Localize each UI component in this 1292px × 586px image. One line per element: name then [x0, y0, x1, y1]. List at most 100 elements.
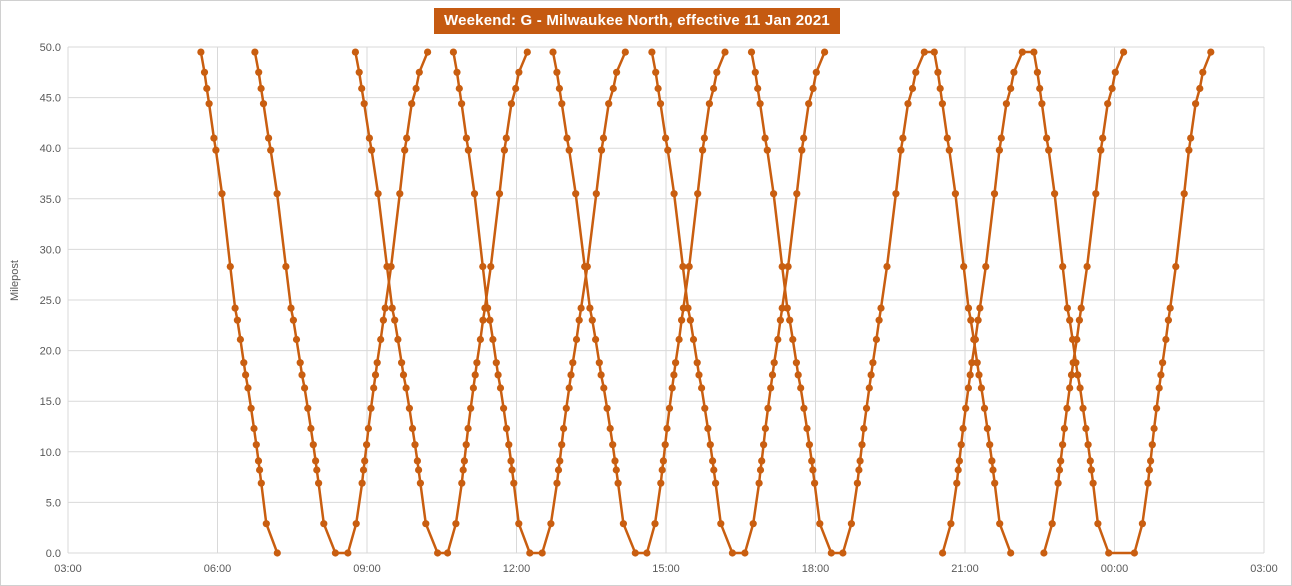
station-stop-dot [226, 263, 234, 271]
y-axis-tick-label: 45.0 [40, 93, 61, 105]
station-stop-dot [289, 316, 297, 324]
station-stop-dot [1144, 479, 1152, 487]
station-stop-dot [287, 304, 295, 312]
station-stop-dot [1054, 479, 1062, 487]
station-stop-dot [1130, 549, 1138, 557]
station-stop-dot [1063, 404, 1071, 412]
station-stop-dot [549, 48, 557, 56]
y-axis-tick-label: 0.0 [46, 548, 61, 560]
station-stop-dot [700, 134, 709, 142]
station-stop-dot [358, 84, 366, 93]
station-stop-dot [515, 520, 523, 528]
station-stop-dot [462, 134, 470, 142]
x-axis-tick-label: 09:00 [353, 563, 381, 575]
station-stop-dot [675, 335, 683, 344]
station-stop-dot [659, 457, 668, 465]
station-stop-dot [556, 457, 564, 465]
station-stop-dot [247, 404, 255, 412]
station-stop-dot [267, 146, 275, 154]
station-stop-dot [560, 424, 568, 433]
station-stop-dot [709, 457, 717, 465]
station-stop-dot [479, 316, 487, 324]
station-stop-dot [945, 146, 953, 154]
station-stop-dot [358, 479, 366, 487]
train-line-inbound-1 [199, 50, 279, 555]
station-stop-dot [200, 68, 209, 76]
station-stop-dot [464, 424, 472, 433]
station-stop-dot [391, 316, 399, 324]
station-stop-dot [1180, 190, 1188, 198]
station-stop-dot [298, 371, 306, 379]
station-stop-dot [510, 479, 518, 487]
station-stop-dot [1089, 479, 1097, 487]
x-axis-tick-label: 03:00 [54, 563, 82, 575]
station-stop-dot [756, 100, 764, 108]
station-stop-dot [778, 263, 786, 271]
station-stop-dot [763, 146, 771, 154]
station-stop-dot [577, 304, 585, 312]
station-stop-dot [856, 457, 864, 465]
station-stop-dot [259, 100, 268, 108]
station-stop-dot [1099, 134, 1107, 142]
station-stop-dot [434, 549, 442, 557]
station-stop-dot [502, 134, 510, 142]
station-stop-dot [360, 100, 368, 108]
station-stop-dot [575, 316, 583, 324]
station-stop-dot [600, 384, 608, 392]
station-stop-dot [500, 404, 508, 412]
station-stop-dot [415, 466, 423, 474]
station-stop-dot [307, 424, 315, 433]
station-stop-dot [459, 466, 467, 474]
station-stop-dot [699, 146, 707, 154]
station-stop-dot [614, 479, 622, 487]
station-stop-dot [489, 335, 497, 344]
station-stop-dot [595, 359, 603, 367]
station-stop-dot [508, 466, 516, 474]
station-stop-dot [811, 479, 819, 487]
station-stop-dot [920, 48, 928, 56]
station-stop-dot [603, 404, 611, 412]
station-stop-dot [943, 134, 951, 142]
station-stop-dot [355, 68, 363, 76]
station-stop-dot [455, 84, 463, 93]
station-stop-dot [839, 549, 847, 557]
y-axis-tick-label: 20.0 [40, 346, 61, 358]
station-stop-dot [967, 316, 975, 324]
station-stop-dot [710, 84, 718, 93]
x-axis-tick-label: 00:00 [1101, 563, 1129, 575]
station-stop-dot [1059, 263, 1067, 271]
station-stop-dot [784, 263, 792, 271]
station-stop-dot [374, 190, 382, 198]
station-stop-dot [413, 457, 421, 465]
station-stop-dot [320, 520, 328, 528]
station-stop-dot [405, 404, 413, 412]
station-stop-dot [968, 359, 976, 367]
station-stop-dot [609, 84, 617, 93]
station-stop-dot [964, 304, 973, 312]
station-stop-dot [1094, 520, 1102, 528]
station-stop-dot [658, 466, 666, 474]
station-stop-dot [476, 335, 484, 344]
station-stop-dot [1196, 84, 1204, 93]
station-stop-dot [523, 48, 531, 56]
station-stop-dot [988, 457, 996, 465]
y-axis-tick-label: 35.0 [40, 194, 61, 206]
station-stop-dot [486, 316, 494, 324]
station-stop-dot [251, 48, 259, 56]
station-stop-dot [619, 520, 628, 528]
station-stop-dot [402, 384, 410, 392]
station-stop-dot [496, 384, 505, 392]
station-stop-dot [912, 68, 920, 76]
station-stop-dot [512, 84, 520, 93]
station-stop-dot [257, 84, 265, 93]
station-stop-dot [388, 304, 396, 312]
station-stop-dot [282, 263, 290, 271]
station-stop-dot [899, 134, 907, 142]
station-stop-dot [686, 316, 695, 324]
station-stop-dot [648, 48, 656, 56]
station-stop-dot [1075, 316, 1083, 324]
station-stop-dot [974, 316, 982, 324]
station-stop-dot [689, 335, 698, 344]
station-stop-dot [869, 359, 877, 367]
station-stop-dot [805, 441, 814, 449]
